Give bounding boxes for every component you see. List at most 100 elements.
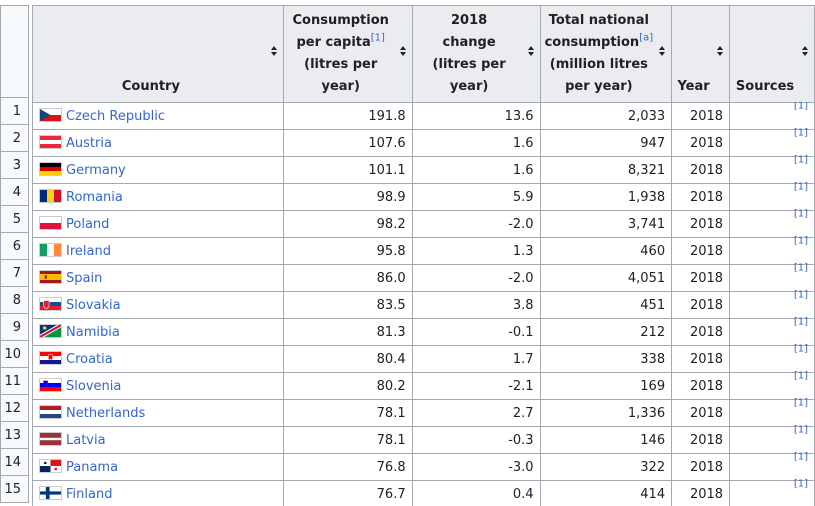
source-ref-link[interactable]: [1] <box>793 424 808 436</box>
flag-icon[interactable] <box>39 216 62 230</box>
source-ref-link[interactable]: [1] <box>793 127 808 139</box>
flag-icon[interactable] <box>39 189 62 203</box>
per-capita-cell: 78.1 <box>282 399 413 427</box>
sort-icon[interactable] <box>717 46 724 56</box>
flag-icon[interactable] <box>39 351 62 365</box>
flag-icon[interactable] <box>39 135 62 149</box>
source-ref-link[interactable]: [1] <box>793 289 808 301</box>
per-capita-cell: 95.8 <box>282 237 413 265</box>
country-link[interactable]: Romania <box>66 190 123 205</box>
country-link[interactable]: Spain <box>66 271 103 286</box>
flag-icon[interactable] <box>39 432 62 446</box>
per-capita-ref[interactable]: [1] <box>370 32 385 44</box>
source-ref-link[interactable]: [1] <box>793 208 808 220</box>
country-link[interactable]: Germany <box>66 163 126 178</box>
source-cell: [1] <box>729 154 815 184</box>
rank-cell: 13 <box>0 421 29 449</box>
table-row: Namibia 81.3 -0.1 212 2018 [1] <box>32 316 815 346</box>
country-link[interactable]: Panama <box>66 460 119 475</box>
table-row: Czech Republic 191.8 13.6 2,033 2018 [1] <box>32 100 815 130</box>
flag-icon[interactable] <box>39 405 62 419</box>
country-link[interactable]: Poland <box>66 217 110 232</box>
country-link[interactable]: Netherlands <box>66 406 146 421</box>
rank-row: 8 <box>0 286 29 314</box>
source-cell: [1] <box>729 316 815 346</box>
change-cell: -0.3 <box>411 426 541 454</box>
flag-icon[interactable] <box>39 324 62 338</box>
national-cell: 146 <box>539 426 673 454</box>
table-row: Croatia 80.4 1.7 338 2018 [1] <box>32 343 815 373</box>
rank-cell: 4 <box>0 178 29 206</box>
source-ref-link[interactable]: [1] <box>793 262 808 274</box>
country-cell: Ireland <box>32 237 284 265</box>
change-cell: 1.3 <box>411 237 541 265</box>
country-link[interactable]: Croatia <box>66 352 113 367</box>
change-cell: 3.8 <box>411 291 541 319</box>
source-ref-link[interactable]: [1] <box>793 451 808 463</box>
year-cell: 2018 <box>671 237 731 265</box>
sort-icon[interactable] <box>270 46 277 56</box>
flag-icon[interactable] <box>39 108 62 122</box>
source-ref-link[interactable]: [1] <box>793 370 808 382</box>
country-link[interactable]: Austria <box>66 136 112 151</box>
table-row: Austria 107.6 1.6 947 2018 [1] <box>32 127 815 157</box>
rank-row: 7 <box>0 259 29 287</box>
country-link[interactable]: Finland <box>66 487 113 502</box>
per-capita-header-line1: Consumption <box>292 13 389 28</box>
source-ref-link[interactable]: [1] <box>793 181 808 193</box>
per-capita-cell: 76.7 <box>282 480 413 506</box>
national-header-line2: consumption <box>544 35 640 50</box>
country-header-label: Country <box>121 79 180 94</box>
change-cell: 2.7 <box>411 399 541 427</box>
country-link[interactable]: Ireland <box>66 244 111 259</box>
change-header[interactable]: 2018 change (litres per year) <box>411 5 541 103</box>
per-capita-header[interactable]: Consumption per capita[1] (litres per ye… <box>282 5 413 103</box>
country-link[interactable]: Czech Republic <box>66 109 165 124</box>
national-header-line3: (million litres <box>549 57 648 72</box>
sort-icon[interactable] <box>659 46 666 56</box>
year-cell: 2018 <box>671 480 731 506</box>
source-ref-link[interactable]: [1] <box>793 154 808 166</box>
country-cell: Germany <box>32 156 284 184</box>
year-cell: 2018 <box>671 399 731 427</box>
national-header[interactable]: Total national consumption[a] (million l… <box>539 5 673 103</box>
national-cell: 338 <box>539 345 673 373</box>
sort-icon[interactable] <box>802 46 808 56</box>
table-row: Slovenia 80.2 -2.1 169 2018 [1] <box>32 370 815 400</box>
national-ref[interactable]: [a] <box>639 32 654 44</box>
country-link[interactable]: Slovakia <box>66 298 121 313</box>
country-link[interactable]: Namibia <box>66 325 120 340</box>
country-header[interactable]: Country <box>32 5 284 103</box>
year-header[interactable]: Year <box>671 5 731 103</box>
source-ref-link[interactable]: [1] <box>793 235 808 247</box>
source-ref-link[interactable]: [1] <box>793 316 808 328</box>
sort-icon[interactable] <box>527 46 534 56</box>
flag-icon[interactable] <box>39 243 62 257</box>
country-link[interactable]: Slovenia <box>66 379 122 394</box>
country-cell: Slovenia <box>32 372 284 400</box>
source-ref-link[interactable]: [1] <box>793 343 808 355</box>
source-ref-link[interactable]: [1] <box>793 397 808 409</box>
national-header-line1: Total national <box>548 13 649 28</box>
per-capita-cell: 78.1 <box>282 426 413 454</box>
country-cell: Finland <box>32 480 284 506</box>
national-cell: 169 <box>539 372 673 400</box>
source-cell: [1] <box>729 397 815 427</box>
sort-icon[interactable] <box>399 46 406 56</box>
country-cell: Netherlands <box>32 399 284 427</box>
per-capita-cell: 81.3 <box>282 318 413 346</box>
year-cell: 2018 <box>671 183 731 211</box>
flag-icon[interactable] <box>39 486 62 500</box>
source-ref-link[interactable]: [1] <box>793 100 808 112</box>
flag-icon[interactable] <box>39 459 62 473</box>
flag-icon[interactable] <box>39 270 62 284</box>
national-cell: 212 <box>539 318 673 346</box>
flag-icon[interactable] <box>39 378 62 392</box>
sources-header[interactable]: Sources <box>729 5 815 103</box>
source-cell: [1] <box>729 478 815 506</box>
national-cell: 451 <box>539 291 673 319</box>
flag-icon[interactable] <box>39 297 62 311</box>
country-link[interactable]: Latvia <box>66 433 106 448</box>
flag-icon[interactable] <box>39 162 62 176</box>
source-ref-link[interactable]: [1] <box>793 478 808 490</box>
